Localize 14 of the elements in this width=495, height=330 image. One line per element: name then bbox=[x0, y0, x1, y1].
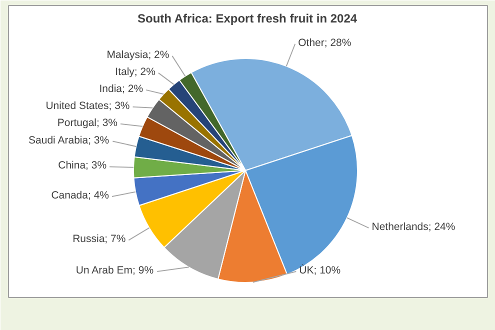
slice-label: Saudi Arabia; 3% bbox=[28, 134, 110, 146]
slice-label: Netherlands; 24% bbox=[372, 220, 456, 233]
slice-label: Portugal; 3% bbox=[57, 116, 118, 129]
slice-label: India; 2% bbox=[99, 82, 144, 95]
slice-label: ÙK; 10% bbox=[299, 264, 341, 276]
slice-label: China; 3% bbox=[58, 160, 107, 172]
slice-label: Italy; 2% bbox=[115, 66, 156, 78]
slice-label: United States; 3% bbox=[46, 100, 130, 112]
chart-title: South Africa: Export fresh fruit in 2024 bbox=[137, 12, 358, 26]
slice-label: Canada; 4% bbox=[51, 189, 110, 202]
slice-label: Un Arab Em; 9% bbox=[76, 264, 154, 276]
slice-label: Other; 28% bbox=[298, 36, 352, 49]
slice-label: Malaysia; 2% bbox=[106, 48, 170, 61]
slice-label: Russia; 7% bbox=[72, 233, 126, 246]
